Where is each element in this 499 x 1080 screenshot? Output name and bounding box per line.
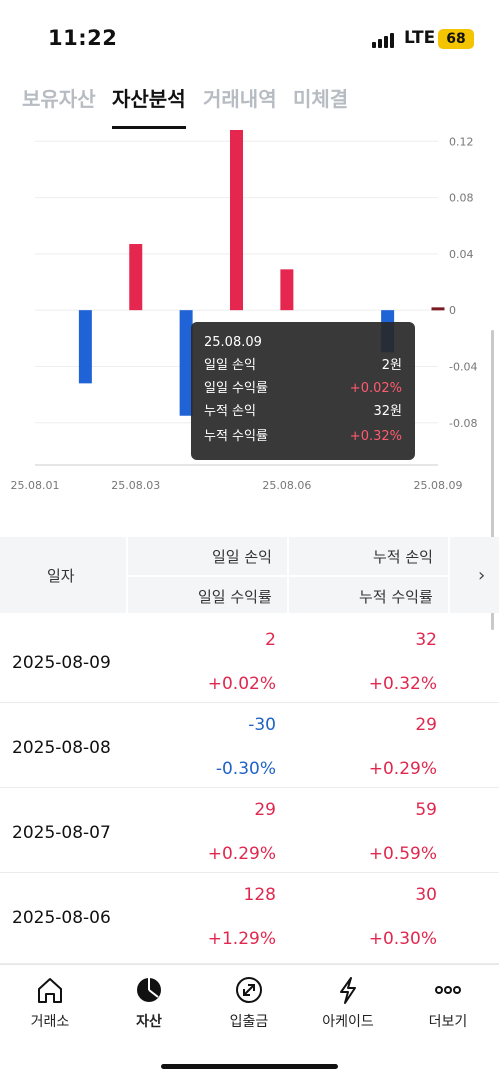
- battery-icon: 68: [438, 29, 474, 49]
- tooltip-row: 일일 손익 2원: [204, 355, 402, 377]
- tooltip-value: +0.02%: [349, 381, 402, 396]
- row-cum-pl: 32: [415, 630, 437, 650]
- row-daily-rate: +0.02%: [207, 674, 276, 694]
- tab-unfilled[interactable]: 미체결: [293, 87, 349, 111]
- lightning-icon: [340, 977, 356, 1004]
- row-daily-rate: +1.29%: [207, 929, 276, 949]
- bar: [129, 244, 143, 311]
- tab-history[interactable]: 거래내역: [203, 87, 277, 111]
- status-time: 11:22: [48, 26, 118, 50]
- x-tick-label: 25.08.09: [414, 479, 463, 492]
- bar: [280, 269, 294, 311]
- table-row[interactable]: 2025-08-06 128 +1.29% 30 +0.30%: [0, 873, 499, 964]
- tooltip-label: 일일 손익: [204, 358, 256, 373]
- signal-icon: [372, 32, 398, 48]
- bar: [230, 130, 243, 311]
- active-tab-indicator: [112, 126, 186, 129]
- nav-more[interactable]: 더보기: [408, 975, 488, 1031]
- y-tick-label: 0: [449, 304, 456, 317]
- table-row[interactable]: 2025-08-09 2 +0.02% 32 +0.32%: [0, 618, 499, 703]
- y-tick-label: 0.08: [449, 192, 474, 205]
- network-type: LTE: [404, 28, 436, 48]
- asset-tabs: 보유자산 자산분석 거래내역 미체결: [0, 84, 499, 132]
- row-daily-rate: +0.29%: [207, 844, 276, 864]
- x-tick-label: 25.08.01: [11, 479, 60, 492]
- tooltip-label: 누적 손익: [204, 404, 256, 419]
- tooltip-value: +0.32%: [349, 429, 402, 444]
- tab-analysis[interactable]: 자산분석: [112, 87, 186, 111]
- row-daily-pl: 29: [254, 800, 276, 820]
- chevron-right-icon[interactable]: ›: [478, 565, 486, 586]
- tooltip-row: 누적 수익률 +0.32%: [204, 426, 402, 448]
- table-row[interactable]: 2025-08-08 -30 -0.30% 29 +0.29%: [0, 703, 499, 788]
- row-daily-pl: -30: [248, 715, 276, 735]
- row-cum-pl: 59: [415, 800, 437, 820]
- nav-label: 아케이드: [322, 1014, 374, 1030]
- tooltip-date: 25.08.09: [204, 335, 262, 350]
- tooltip-row: 일일 수익률 +0.02%: [204, 378, 402, 400]
- bottom-nav: 거래소 자산 입출금 아케이드 더보기: [0, 964, 499, 1080]
- nav-transfer[interactable]: 입출금: [209, 975, 289, 1031]
- x-tick-label: 25.08.03: [111, 479, 160, 492]
- row-date: 2025-08-09: [12, 653, 111, 673]
- row-daily-pl: 128: [243, 885, 276, 905]
- chart-tooltip: 25.08.09 일일 손익 2원 일일 수익률 +0.02% 누적 손익 32…: [191, 322, 415, 460]
- tooltip-label: 일일 수익률: [204, 381, 268, 396]
- row-cum-rate: +0.59%: [368, 844, 437, 864]
- home-icon: [38, 978, 62, 1003]
- nav-label: 거래소: [30, 1014, 70, 1030]
- battery-level: 68: [446, 31, 466, 47]
- row-cum-pl: 29: [415, 715, 437, 735]
- table-row[interactable]: 2025-08-07 29 +0.29% 59 +0.59%: [0, 788, 499, 873]
- row-cum-pl: 30: [415, 885, 437, 905]
- row-daily-rate: -0.30%: [215, 759, 276, 779]
- row-cum-rate: +0.29%: [368, 759, 437, 779]
- x-tick-label: 25.08.06: [262, 479, 311, 492]
- transfer-icon: [236, 977, 262, 1003]
- tab-holdings[interactable]: 보유자산: [22, 87, 96, 111]
- row-date: 2025-08-07: [12, 823, 111, 843]
- y-tick-label: -0.04: [449, 360, 477, 373]
- y-tick-label: 0.12: [449, 135, 474, 148]
- row-cum-rate: +0.30%: [368, 929, 437, 949]
- status-bar: 11:22 LTE 68: [0, 0, 499, 70]
- nav-label: 더보기: [428, 1014, 468, 1030]
- row-cum-rate: +0.32%: [368, 674, 437, 694]
- tooltip-label: 누적 수익률: [204, 429, 268, 444]
- pie-chart-icon: [137, 978, 161, 1002]
- nav-exchange[interactable]: 거래소: [10, 975, 90, 1031]
- header-daily-pl: 일일 손익: [212, 548, 272, 566]
- header-date: 일자: [47, 567, 75, 585]
- scrollbar[interactable]: [491, 330, 494, 630]
- header-cum-pl: 누적 손익: [373, 548, 433, 566]
- table-header: 일자 일일 손익 일일 수익률 누적 손익 누적 수익률: [0, 537, 499, 613]
- nav-label: 입출금: [229, 1014, 269, 1030]
- more-icon: [435, 986, 461, 994]
- y-tick-label: -0.08: [449, 417, 477, 430]
- home-indicator: [161, 1064, 338, 1069]
- header-daily-rate: 일일 수익률: [198, 588, 272, 606]
- bar: [179, 310, 193, 416]
- row-date: 2025-08-06: [12, 908, 111, 928]
- bar: [431, 307, 445, 311]
- header-cum-rate: 누적 수익률: [359, 588, 433, 606]
- nav-assets[interactable]: 자산: [109, 975, 189, 1031]
- row-date: 2025-08-08: [12, 738, 111, 758]
- tooltip-value: 32원: [373, 404, 402, 419]
- nav-label: 자산: [136, 1014, 162, 1030]
- nav-arcade[interactable]: 아케이드: [308, 975, 388, 1031]
- tooltip-value: 2원: [381, 358, 402, 373]
- y-tick-label: 0.04: [449, 248, 474, 261]
- row-daily-pl: 2: [265, 630, 276, 650]
- bar: [78, 310, 92, 384]
- tooltip-row: 누적 손익 32원: [204, 401, 402, 423]
